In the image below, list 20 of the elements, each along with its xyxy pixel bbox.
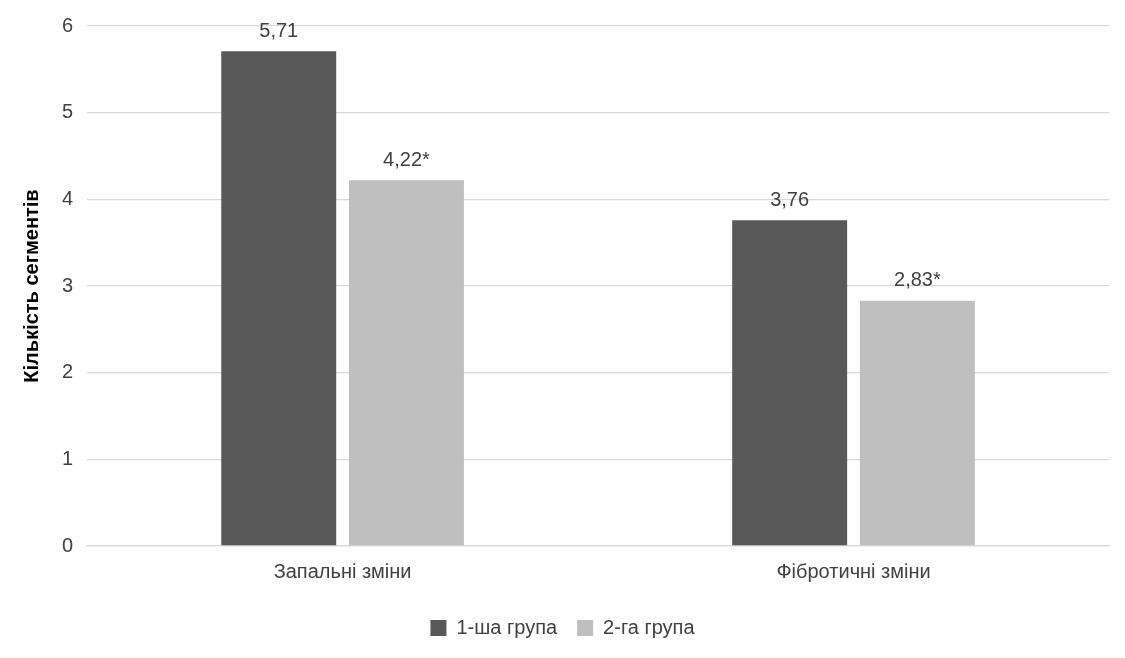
bar (348, 180, 464, 546)
data-label: 4,22* (383, 147, 431, 170)
y-tick-label: 0 (62, 533, 74, 556)
y-tick-label: 1 (62, 446, 74, 469)
bar (732, 220, 848, 546)
bar (859, 300, 975, 546)
y-tick-label: 6 (62, 13, 74, 36)
legend-label: 2-га група (603, 615, 696, 638)
y-tick-label: 5 (62, 100, 74, 123)
x-tick-label: Фібротичні зміни (776, 559, 931, 582)
data-label: 3,76 (770, 187, 810, 210)
y-tick-label: 4 (62, 186, 74, 209)
legend-label: 1-ша група (456, 615, 558, 638)
y-tick-label: 2 (62, 360, 74, 383)
data-label: 5,71 (259, 18, 299, 41)
data-label: 2,83* (894, 268, 941, 291)
bar (221, 51, 337, 546)
y-axis-title: Кількість сегментів (19, 189, 42, 383)
x-tick-label: Запальні зміни (273, 559, 412, 582)
y-tick-label: 3 (62, 273, 74, 296)
